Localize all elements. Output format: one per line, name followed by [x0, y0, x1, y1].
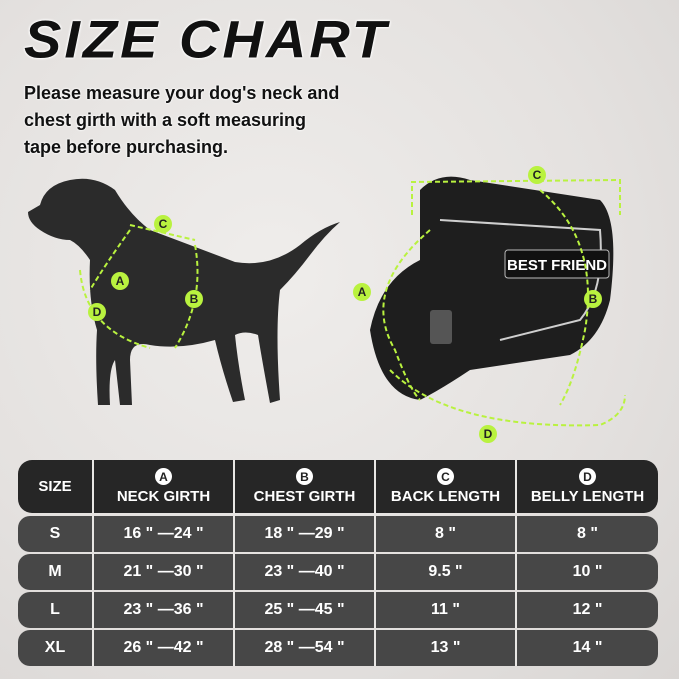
- value-cell: 21 " —30 ": [94, 554, 235, 590]
- svg-text:C: C: [533, 168, 542, 182]
- harness-image: BEST FRIEND: [370, 176, 614, 400]
- svg-text:D: D: [93, 305, 102, 319]
- value-cell: 11 ": [376, 592, 517, 628]
- label-a-harness: A: [353, 283, 371, 301]
- header-label: SIZE: [38, 478, 72, 495]
- size-table: SIZE A NECK GIRTH B CHEST GIRTH C BACK LENG…: [18, 460, 658, 668]
- header-label: BELLY LENGTH: [530, 488, 645, 505]
- svg-text:A: A: [358, 285, 367, 299]
- badge-d: D: [579, 468, 596, 485]
- badge-c: C: [437, 468, 454, 485]
- size-cell: XL: [18, 630, 94, 666]
- svg-text:B: B: [190, 292, 199, 306]
- instructions: Please measure your dog's neck and chest…: [24, 80, 339, 161]
- value-cell: 26 " —42 ": [94, 630, 235, 666]
- size-cell: M: [18, 554, 94, 590]
- header-label: CHEST GIRTH: [253, 488, 356, 505]
- badge-b: B: [296, 468, 313, 485]
- header-chest: B CHEST GIRTH: [235, 460, 376, 513]
- value-cell: 9.5 ": [376, 554, 517, 590]
- table-row: M 21 " —30 " 23 " —40 " 9.5 " 10 ": [18, 554, 658, 590]
- value-cell: 12 ": [572, 601, 603, 618]
- header-belly: D BELLY LENGTH: [517, 460, 658, 513]
- instruction-line: tape before purchasing.: [24, 137, 229, 157]
- value-cell: 8 ": [376, 516, 517, 552]
- label-c-harness: C: [528, 166, 546, 184]
- instruction-line: Please measure your dog's neck and: [24, 83, 340, 103]
- label-d-dog: D: [88, 303, 106, 321]
- size-cell: L: [18, 592, 94, 628]
- value-cell: 25 " —45 ": [235, 592, 376, 628]
- header-label: BACK LENGTH: [390, 488, 501, 505]
- value-cell: 10 ": [572, 563, 603, 580]
- table-row: XL 26 " —42 " 28 " —54 " 13 " 14 ": [18, 630, 658, 666]
- svg-text:B: B: [589, 292, 598, 306]
- table-header: SIZE A NECK GIRTH B CHEST GIRTH C BACK LENG…: [18, 460, 658, 513]
- label-b-dog: B: [185, 290, 203, 308]
- label-c-dog: C: [154, 215, 172, 233]
- svg-text:C: C: [159, 217, 168, 231]
- header-label: NECK GIRTH: [116, 488, 211, 505]
- value-cell: 23 " —40 ": [235, 554, 376, 590]
- badge-a: A: [155, 468, 172, 485]
- value-cell: 8 ": [577, 525, 598, 542]
- header-back: C BACK LENGTH: [376, 460, 517, 513]
- dog-silhouette: [28, 178, 340, 405]
- value-cell: 28 " —54 ": [235, 630, 376, 666]
- label-d-harness: D: [479, 425, 497, 443]
- page-title: SIZE CHART: [24, 8, 389, 69]
- value-cell: 18 " —29 ": [235, 516, 376, 552]
- size-cell: S: [18, 516, 94, 552]
- illustration: BEST FRIEND C A B D C A B D: [28, 166, 626, 443]
- harness-patch-text: BEST FRIEND: [507, 257, 607, 274]
- svg-text:A: A: [116, 274, 125, 288]
- label-a-dog: A: [111, 272, 129, 290]
- header-neck: A NECK GIRTH: [94, 460, 235, 513]
- harness-measure-lines: [382, 178, 626, 427]
- table-row: S 16 " —24 " 18 " —29 " 8 " 8 ": [18, 516, 658, 552]
- instruction-line: chest girth with a soft measuring: [24, 110, 307, 130]
- value-cell: 14 ": [572, 639, 603, 656]
- svg-text:D: D: [484, 427, 493, 441]
- value-cell: 16 " —24 ": [94, 516, 235, 552]
- value-cell: 13 ": [376, 630, 517, 666]
- value-cell: 23 " —36 ": [94, 592, 235, 628]
- label-b-harness: B: [584, 290, 602, 308]
- table-row: L 23 " —36 " 25 " —45 " 11 " 12 ": [18, 592, 658, 628]
- header-size: SIZE: [18, 460, 94, 513]
